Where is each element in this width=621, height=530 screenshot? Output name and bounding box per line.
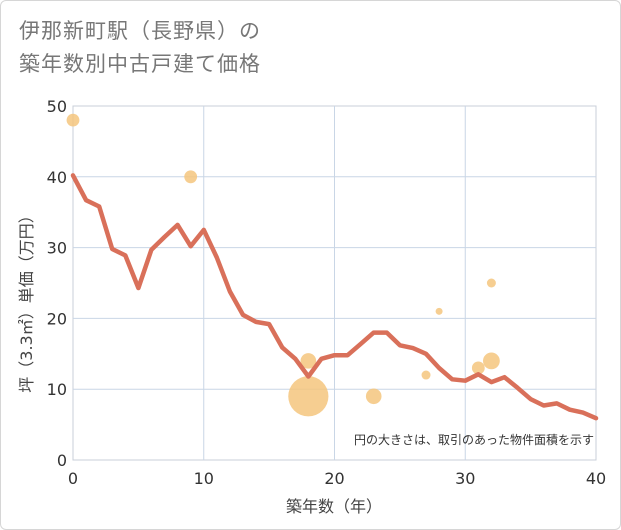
y-axis-title: 坪（3.3㎡）単価（万円）: [17, 207, 36, 392]
bubble-point: [435, 307, 443, 315]
bubble-size-note: 円の大きさは、取引のあった物件面積を示す: [354, 432, 594, 447]
x-tick-label: 0: [68, 469, 78, 488]
chart-title-line-1: 伊那新町駅（長野県）の: [19, 19, 261, 43]
x-axis-title: 築年数（年）: [286, 497, 382, 516]
x-axis-ticks: 0 10 20 30 40: [68, 469, 606, 488]
x-tick-label: 40: [586, 469, 606, 488]
y-axis-ticks: 0 10 20 30 40 50: [47, 97, 67, 470]
chart-title-line-2: 築年数別中古戸建て価格: [19, 52, 261, 76]
x-tick-label: 20: [324, 469, 344, 488]
bubble-point: [483, 352, 500, 370]
bubble-point: [471, 361, 485, 375]
price-line-series: [70, 173, 599, 421]
grid-lines: [73, 106, 596, 460]
area-bubbles: [66, 113, 500, 417]
bubble-point: [365, 388, 382, 405]
y-tick-label: 50: [47, 97, 67, 116]
y-tick-label: 0: [57, 451, 67, 470]
bubble-point: [486, 278, 496, 288]
x-tick-label: 10: [194, 469, 214, 488]
bubble-point: [300, 353, 317, 369]
bubble-point: [288, 376, 329, 417]
x-tick-label: 30: [455, 469, 475, 488]
y-tick-label: 20: [47, 309, 67, 328]
chart-title: 伊那新町駅（長野県）の 築年数別中古戸建て価格: [19, 15, 261, 81]
y-tick-label: 30: [47, 239, 67, 258]
average-price-line: [70, 173, 599, 421]
y-tick-label: 40: [47, 168, 67, 187]
bubble-point: [184, 170, 198, 184]
y-tick-label: 10: [47, 380, 67, 399]
bubble-point: [421, 370, 431, 380]
bubble-point: [66, 113, 80, 127]
